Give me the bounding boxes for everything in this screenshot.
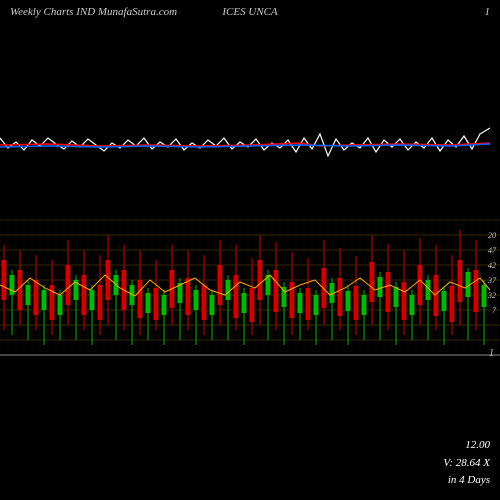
candle-body xyxy=(10,275,15,295)
candle-body xyxy=(394,287,399,307)
info-volume: V: 28.64 X xyxy=(443,455,490,473)
line-price_white xyxy=(0,128,490,156)
candle-body xyxy=(66,265,71,305)
info-value: 12.00 xyxy=(443,437,490,455)
header-symbol: ICES UNCA xyxy=(222,6,277,18)
candle-body xyxy=(218,265,223,305)
candle-body xyxy=(106,260,111,300)
candle-body xyxy=(226,280,231,300)
chart-container: Weekly Charts IND MunafaSutra.com 1 ICES… xyxy=(0,0,500,500)
candle-body xyxy=(250,288,255,322)
candle-body xyxy=(138,280,143,318)
candle-body xyxy=(362,295,367,315)
y-axis-label: 7 xyxy=(492,306,497,315)
candle-body xyxy=(482,285,487,307)
candle-body xyxy=(42,290,47,310)
candle-body xyxy=(338,278,343,316)
candle-body xyxy=(458,260,463,302)
candle-body xyxy=(210,295,215,315)
candle-body xyxy=(234,275,239,318)
candle-body xyxy=(370,262,375,302)
y-axis-label: 37 xyxy=(487,276,497,285)
candle-body xyxy=(306,288,311,320)
candle-body xyxy=(90,290,95,310)
candle-body xyxy=(258,260,263,300)
candle-body xyxy=(354,286,359,320)
candle-body xyxy=(162,295,167,315)
candle-body xyxy=(146,293,151,313)
y-axis-label: 47 xyxy=(488,246,497,255)
y-axis-label: 32 xyxy=(487,291,496,300)
candle-body xyxy=(386,272,391,312)
candle-body xyxy=(450,286,455,322)
candle-body xyxy=(378,277,383,297)
candle-body xyxy=(418,265,423,305)
candle-body xyxy=(242,293,247,313)
candle-body xyxy=(346,291,351,311)
candle-body xyxy=(474,270,479,312)
candle-body xyxy=(98,285,103,320)
candle-body xyxy=(314,295,319,315)
candle-body xyxy=(194,290,199,310)
candle-body xyxy=(34,280,39,315)
candle-body xyxy=(154,288,159,320)
candle-body xyxy=(402,282,407,320)
bottom-axis-right-label: 1 xyxy=(489,348,494,359)
y-axis-label: 42 xyxy=(488,261,496,270)
header-right-marker: 1 xyxy=(485,6,491,18)
candlestick-chart: 20 47 42 37 32 7 xyxy=(0,200,500,380)
candle-body xyxy=(442,291,447,311)
y-axis-label: 20 xyxy=(488,231,496,240)
candle-body xyxy=(58,295,63,315)
info-days: in 4 Days xyxy=(443,472,490,490)
candle-body xyxy=(2,260,7,300)
candle-body xyxy=(274,270,279,312)
candle-body xyxy=(202,285,207,320)
info-panel: 12.00 V: 28.64 X in 4 Days xyxy=(443,437,490,490)
candle-body xyxy=(410,295,415,315)
candle-body xyxy=(322,268,327,308)
price-chart xyxy=(0,30,500,180)
header-source: Weekly Charts IND MunafaSutra.com xyxy=(10,6,177,18)
candle-body xyxy=(18,270,23,310)
candle-body xyxy=(186,278,191,315)
candle-body xyxy=(26,285,31,305)
candle-body xyxy=(82,275,87,315)
candle-body xyxy=(298,293,303,313)
candle-body xyxy=(282,287,287,307)
candle-body xyxy=(434,275,439,316)
